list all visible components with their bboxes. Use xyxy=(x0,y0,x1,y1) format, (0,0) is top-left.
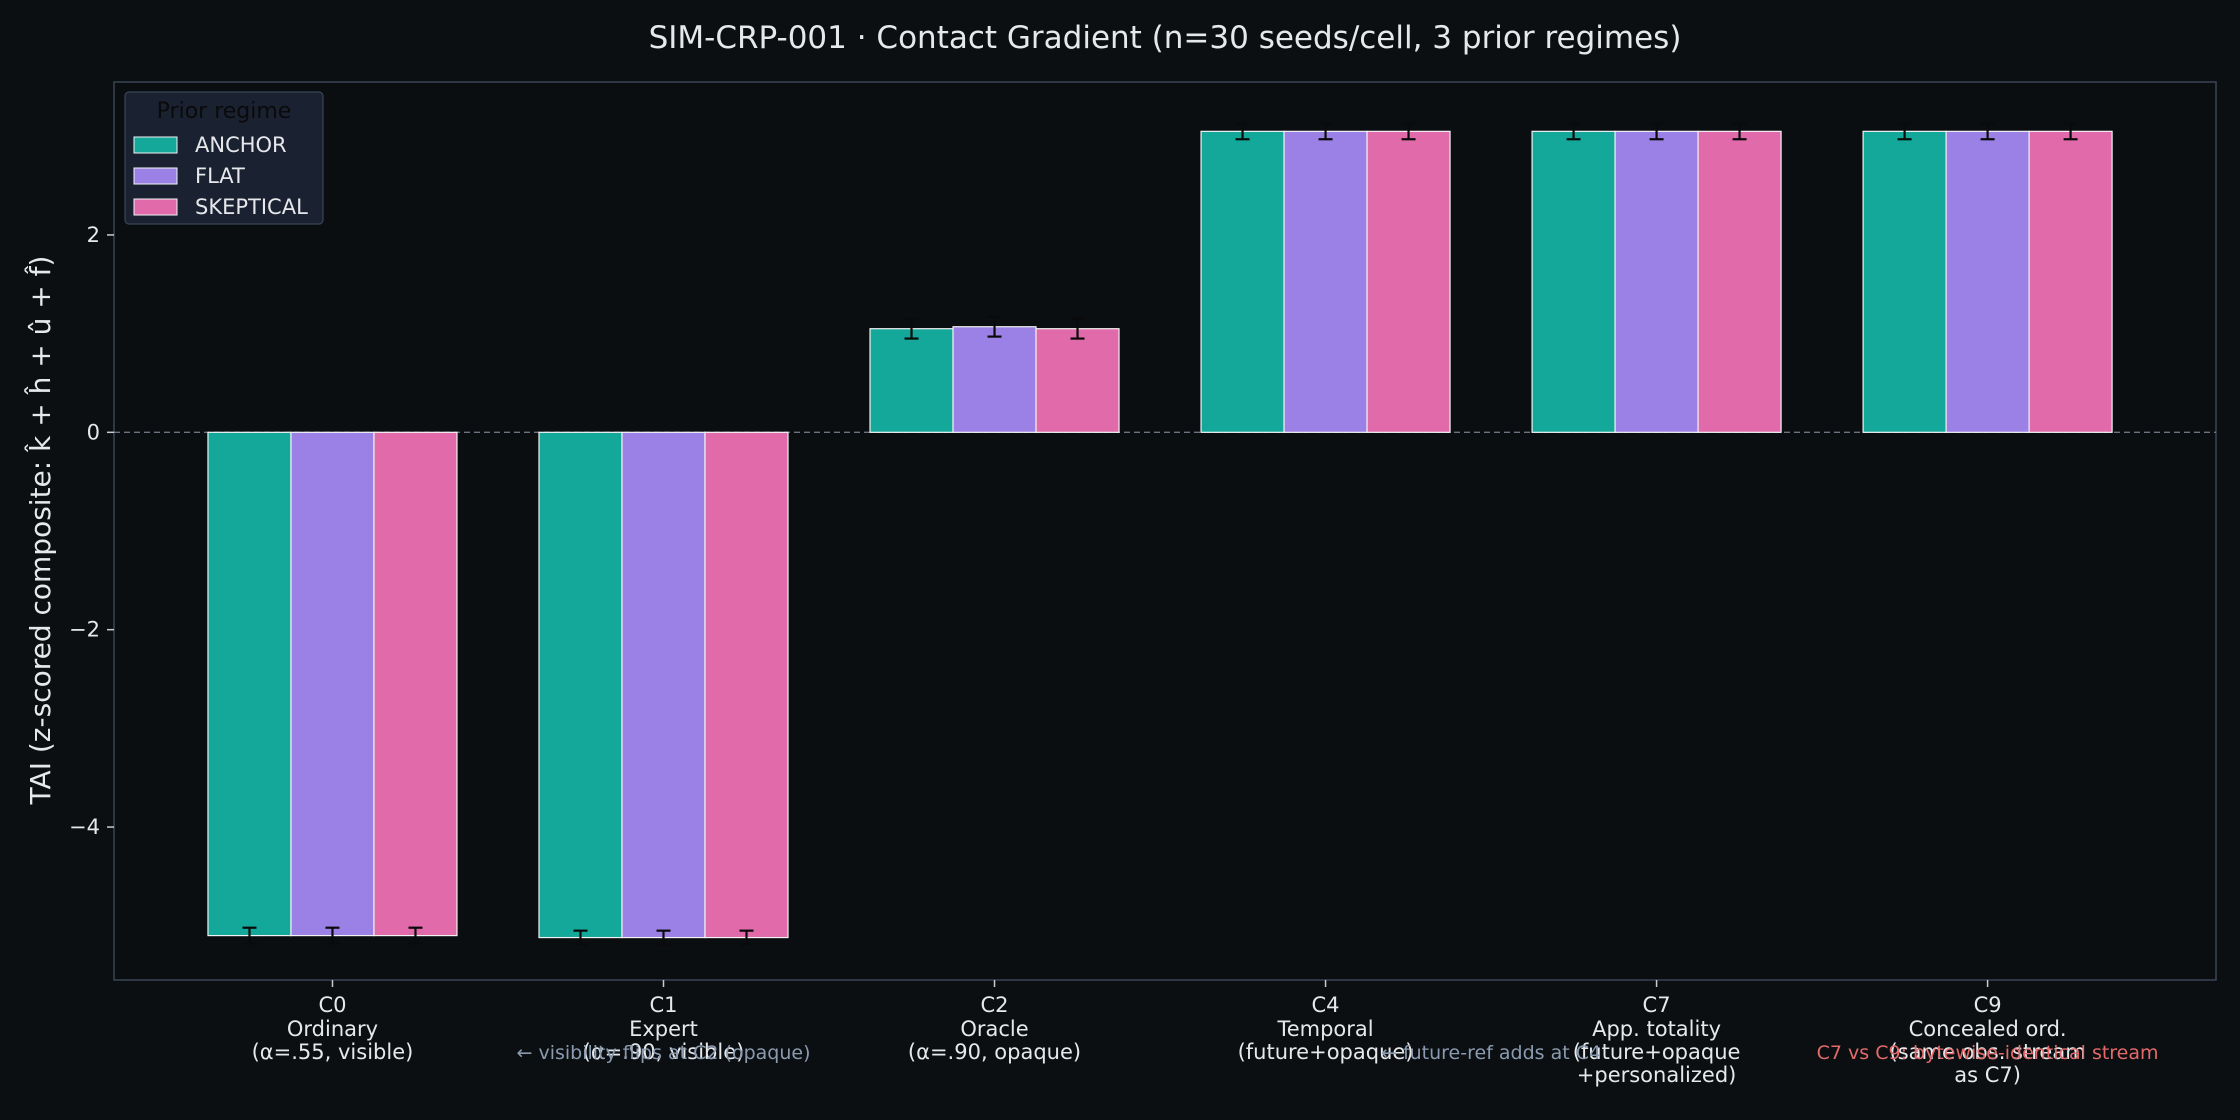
y-tick-label: 2 xyxy=(87,223,100,247)
bar-skeptical-c9 xyxy=(2028,130,2113,433)
x-category-description: +personalized) xyxy=(1577,1063,1737,1087)
bar-anchor-c7 xyxy=(1531,130,1616,433)
y-tick-label: 0 xyxy=(87,420,100,444)
legend: Prior regime ANCHOR FLAT SKEPTICAL xyxy=(124,91,324,225)
bar-skeptical-c7 xyxy=(1697,130,1782,433)
x-category-description: (future+opaque xyxy=(1573,1040,1741,1064)
bar-flat-c0 xyxy=(290,431,375,937)
y-axis-label: TAI (z-scored composite: k̂ + ĥ + û + f̂… xyxy=(23,256,57,806)
legend-label-skeptical: SKEPTICAL xyxy=(195,195,308,219)
annotation-note: ← visibility flips at C2 (opaque) xyxy=(516,1042,810,1064)
x-tick-label-c4: C4 xyxy=(1312,993,1340,1017)
x-category-description: (α=.90, visible) xyxy=(583,1040,745,1064)
bar-flat-c4 xyxy=(1283,130,1368,433)
legend-swatch-flat xyxy=(133,167,178,185)
x-tick-label-c1: C1 xyxy=(649,993,677,1017)
legend-title: Prior regime xyxy=(157,99,292,124)
chart-title: SIM-CRP-001 · Contact Gradient (n=30 see… xyxy=(649,20,1682,56)
legend-swatch-skeptical xyxy=(133,198,178,216)
x-category-description: as C7) xyxy=(1954,1063,2021,1087)
bar-skeptical-c4 xyxy=(1366,130,1451,433)
x-tick-label-c9: C9 xyxy=(1974,993,2002,1017)
bar-flat-c1 xyxy=(621,431,706,939)
legend-label-anchor: ANCHOR xyxy=(195,133,287,157)
bar-skeptical-c2 xyxy=(1035,328,1120,433)
annotation-note: C7 vs C9: bytewise-identical stream xyxy=(1817,1042,2159,1064)
bar-skeptical-c0 xyxy=(373,431,458,937)
x-category-description: Expert xyxy=(629,1017,698,1041)
x-category-description: (α=.90, opaque) xyxy=(908,1040,1081,1064)
x-category-description: (future+opaque) xyxy=(1238,1040,1414,1064)
bar-anchor-c0 xyxy=(207,431,292,937)
legend-box xyxy=(124,91,324,225)
legend-label-flat: FLAT xyxy=(195,164,245,188)
legend-swatch-anchor xyxy=(133,136,178,154)
bar-flat-c2 xyxy=(952,326,1037,433)
x-tick-label-c0: C0 xyxy=(318,993,346,1017)
y-tick-label: −2 xyxy=(69,618,100,642)
x-category-description: (α=.55, visible) xyxy=(252,1040,414,1064)
bar-anchor-c2 xyxy=(869,328,954,433)
x-tick-label-c2: C2 xyxy=(981,993,1009,1017)
bar-flat-c9 xyxy=(1945,130,2030,433)
bar-anchor-c9 xyxy=(1862,130,1947,433)
x-category-description: Oracle xyxy=(960,1017,1028,1041)
x-category-description: App. totality xyxy=(1592,1017,1721,1041)
x-tick-label-c7: C7 xyxy=(1643,993,1671,1017)
x-category-description: (same obs. stream xyxy=(1890,1040,2086,1064)
bar-skeptical-c1 xyxy=(704,431,789,939)
bar-anchor-c1 xyxy=(538,431,623,939)
x-category-description: Temporal xyxy=(1276,1017,1373,1041)
bar-flat-c7 xyxy=(1614,130,1699,433)
annotation-note: ← future-ref adds at C4 xyxy=(1381,1042,1601,1064)
bar-anchor-c4 xyxy=(1200,130,1285,433)
x-category-description: Ordinary xyxy=(287,1017,378,1041)
x-category-description: Concealed ord. xyxy=(1909,1017,2067,1041)
y-tick-label: −4 xyxy=(69,815,100,839)
